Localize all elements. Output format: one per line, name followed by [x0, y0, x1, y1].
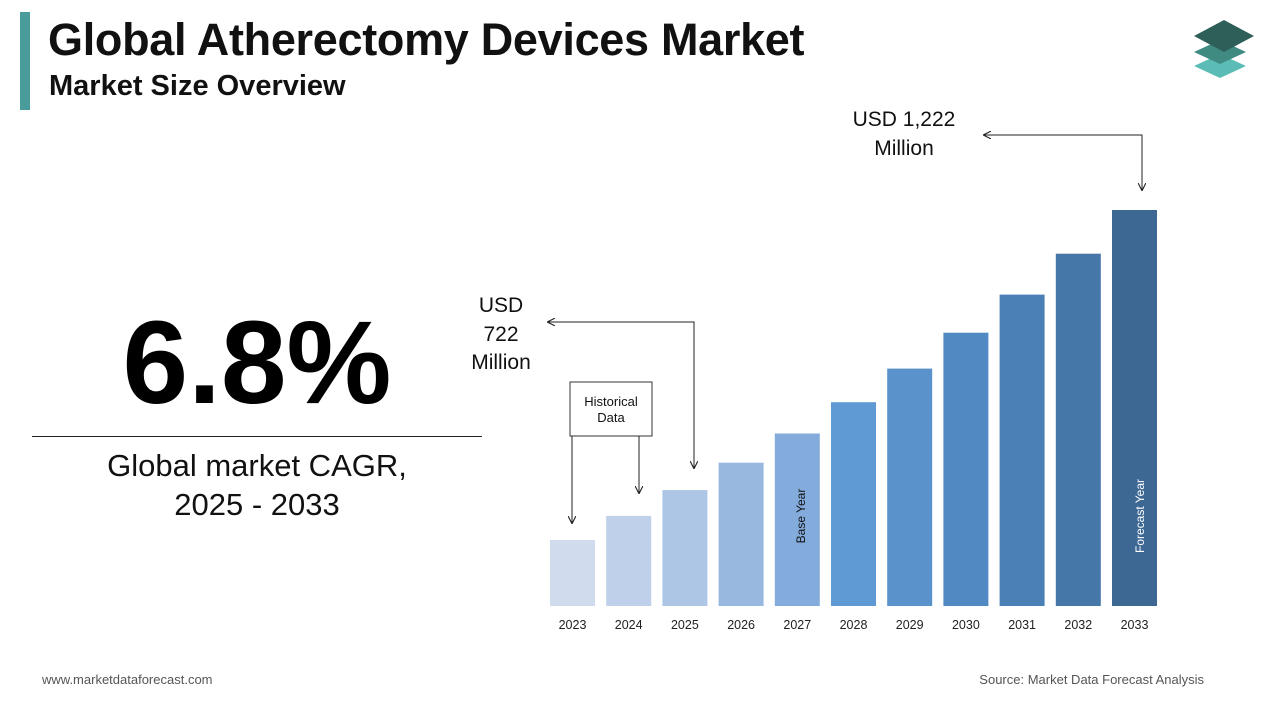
bar-2026 [718, 462, 764, 606]
historical-data-label-line2: Data [597, 410, 625, 425]
page-title: Global Atherectomy Devices Market [48, 14, 805, 65]
bars-layer [550, 210, 1157, 606]
start-value-callout-line3: Million [471, 351, 531, 374]
x-tick-2033: 2033 [1121, 618, 1149, 632]
x-tick-2028: 2028 [840, 618, 868, 632]
bar-2033 [1112, 210, 1157, 606]
x-tick-2030: 2030 [952, 618, 980, 632]
x-tick-2024: 2024 [615, 618, 643, 632]
title-accent-bar [20, 12, 30, 110]
historical-data-box [569, 381, 653, 437]
start-value-arrow [548, 322, 694, 468]
source-note: Source: Market Data Forecast Analysis [979, 672, 1204, 687]
end-value-arrow [984, 135, 1142, 190]
x-tick-2027: 2027 [783, 618, 811, 632]
bar-2028 [831, 402, 876, 606]
cagr-divider [32, 436, 482, 437]
x-tick-labels: 2023 2024 2025 2026 2027 2028 2029 2030 2031 2032… [559, 618, 1149, 632]
bar-2029 [887, 368, 933, 606]
x-tick-2032: 2032 [1064, 618, 1092, 632]
forecast-year-label: Forecast Year [1133, 479, 1147, 553]
bar-2027 [774, 433, 820, 606]
end-value-callout-line2: Million [874, 137, 934, 160]
start-value-callout-line2: 722 [483, 323, 518, 346]
cagr-label-line1: Global market CAGR, [107, 448, 407, 483]
bar-2023 [550, 540, 595, 606]
bar-2031 [999, 294, 1045, 606]
cagr-label: Global market CAGR, 2025 - 2033 [32, 446, 482, 524]
end-value-callout-line1: USD 1,222 [853, 108, 956, 131]
historical-data-label-line1: Historical [584, 394, 638, 409]
base-year-label: Base Year [794, 489, 808, 544]
bar-2025 [662, 490, 708, 606]
x-tick-2031: 2031 [1008, 618, 1036, 632]
x-tick-2026: 2026 [727, 618, 755, 632]
bar-2032 [1055, 253, 1101, 606]
x-tick-2029: 2029 [896, 618, 924, 632]
x-tick-2023: 2023 [559, 618, 587, 632]
bar-2030 [943, 332, 989, 606]
start-value-callout-line1: USD [479, 294, 523, 317]
cagr-label-line2: 2025 - 2033 [174, 487, 340, 522]
brand-logo-icon [1194, 20, 1254, 78]
x-tick-2025: 2025 [671, 618, 699, 632]
cagr-value: 6.8% [122, 297, 392, 429]
website-url: www.marketdataforecast.com [42, 672, 213, 687]
page-subtitle: Market Size Overview [49, 70, 346, 102]
bar-2024 [606, 515, 652, 606]
